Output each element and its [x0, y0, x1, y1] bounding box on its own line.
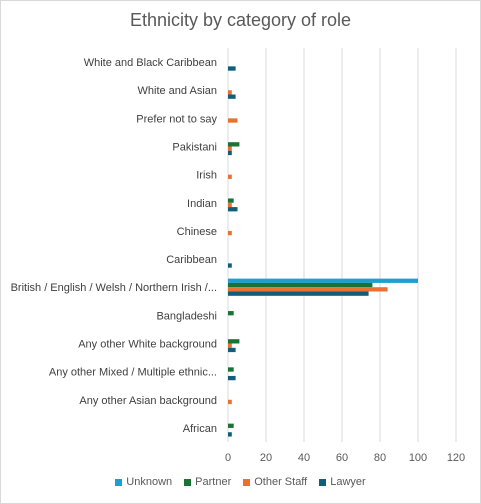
- bar: [228, 207, 238, 212]
- chart-title: Ethnicity by category of role: [129, 10, 352, 30]
- bar: [228, 423, 234, 428]
- x-tick-label: 120: [447, 452, 465, 464]
- category-label: Pakistani: [172, 142, 217, 154]
- legend-label: Other Staff: [254, 476, 308, 488]
- legend-label: Unknown: [126, 476, 173, 488]
- category-label: Caribbean: [166, 254, 217, 266]
- bar: [228, 146, 232, 151]
- category-label: African: [183, 423, 217, 435]
- category-label: Any other Mixed / Multiple ethnic...: [49, 367, 217, 379]
- legend-swatch: [243, 478, 251, 486]
- category-label: Chinese: [177, 226, 217, 238]
- bar: [228, 343, 232, 348]
- bar: [228, 202, 232, 208]
- category-label: Any other White background: [78, 339, 217, 351]
- bar: [228, 230, 232, 236]
- bar-chart: 0 20 40 60 80 100 120 White and Black Caribbean…: [11, 48, 465, 464]
- category-label: British / English / Welsh / Northern Iri…: [11, 282, 217, 294]
- category-label: Any other Asian background: [79, 395, 217, 407]
- legend-swatch: [115, 478, 123, 486]
- legend-swatch: [319, 478, 327, 486]
- legend-item: Partner: [184, 476, 231, 488]
- bar: [228, 263, 232, 268]
- legend-item: Lawyer: [319, 476, 366, 488]
- x-tick-label: 20: [260, 452, 272, 464]
- bar: [228, 347, 236, 353]
- bar: [228, 94, 236, 99]
- bar: [228, 118, 238, 123]
- bar: [228, 198, 234, 203]
- bar: [228, 432, 232, 437]
- bar: [228, 287, 388, 292]
- category-label: Bangladeshi: [156, 310, 217, 322]
- legend-label: Partner: [195, 476, 232, 488]
- bar: [228, 367, 234, 372]
- x-tick-label: 40: [298, 452, 310, 464]
- legend-item: Other Staff: [243, 476, 307, 488]
- category-label: Irish: [196, 170, 217, 182]
- category-label: White and Black Caribbean: [84, 57, 217, 69]
- bar: [228, 90, 232, 95]
- x-tick-label: 100: [409, 452, 427, 464]
- bar: [228, 278, 418, 283]
- category-label: Prefer not to say: [136, 113, 217, 125]
- bar: [228, 375, 236, 381]
- legend-swatch: [184, 478, 192, 486]
- bar: [228, 142, 240, 147]
- bar: [228, 311, 234, 316]
- bar: [228, 282, 373, 288]
- x-tick-label: 80: [374, 452, 386, 464]
- legend-item: Unknown: [115, 476, 172, 488]
- bar: [228, 174, 232, 179]
- bar: [228, 291, 369, 296]
- category-label: Indian: [187, 198, 217, 210]
- bar: [228, 399, 232, 405]
- bar: [228, 66, 236, 71]
- chart-legend: Unknown Partner Other Staff Lawyer: [0, 476, 481, 488]
- bar: [228, 150, 232, 156]
- legend-label: Lawyer: [330, 476, 366, 488]
- category-label: White and Asian: [138, 85, 218, 97]
- x-tick-label: 60: [336, 452, 348, 464]
- x-tick-label: 0: [225, 452, 231, 464]
- bar: [228, 339, 240, 344]
